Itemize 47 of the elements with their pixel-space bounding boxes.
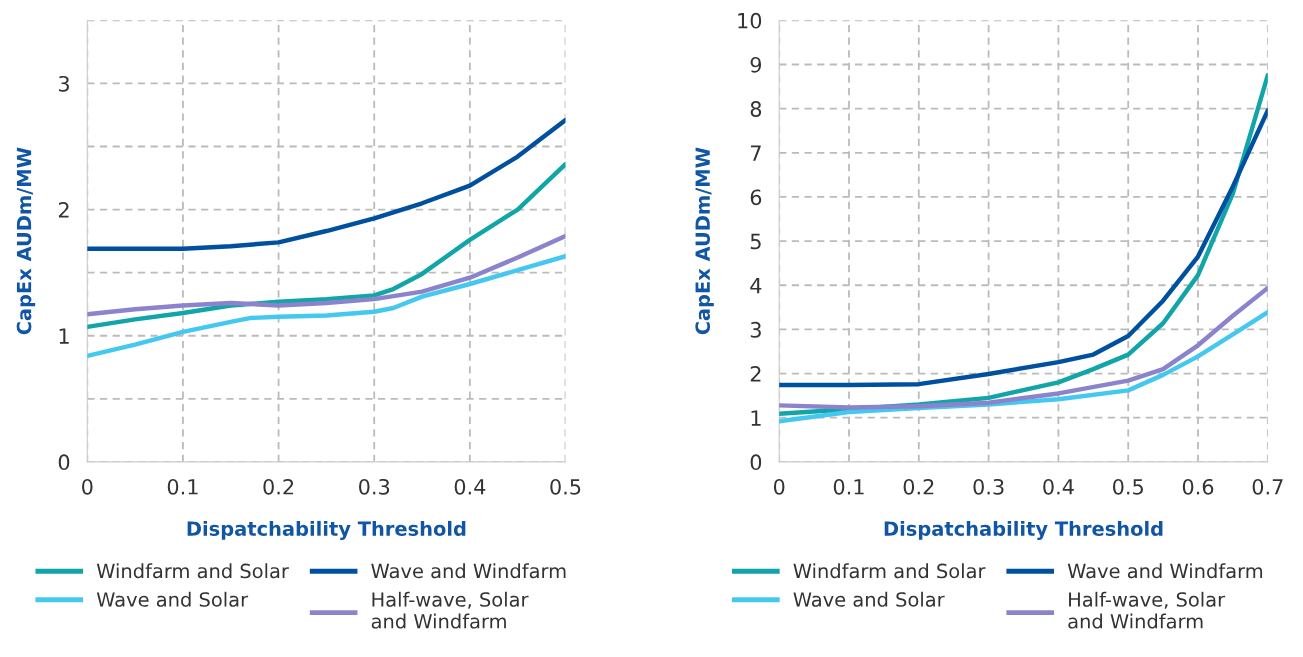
- x-tick-label: 0.7: [1252, 478, 1283, 495]
- y-axis-title: CapEx AUDm/MW: [695, 147, 714, 335]
- legend-label: Wave and Windfarm: [371, 563, 566, 579]
- x-tick-label: 0.3: [973, 478, 1004, 495]
- legend-label: Windfarm and Solar: [96, 563, 289, 579]
- x-tick-label: 0.1: [833, 478, 864, 495]
- y-tick-label: 1: [59, 328, 69, 344]
- y-tick-label: 1: [751, 410, 761, 426]
- x-tick-label: 0.4: [454, 478, 486, 495]
- x-axis-title: Dispatchability Threshold: [884, 520, 1163, 540]
- y-tick-label: 2: [58, 202, 69, 218]
- legend-label: Windfarm and Solar: [793, 563, 986, 579]
- x-tick-label: 0.2: [263, 478, 294, 495]
- x-tick-label: 0.2: [903, 478, 934, 495]
- y-tick-label: 0: [750, 454, 762, 471]
- line-series: [87, 117, 566, 251]
- legend-label: Wave and Solar: [96, 591, 249, 607]
- x-tick-label: 0.5: [1113, 478, 1143, 495]
- y-axis-title: CapEx AUDm/MW: [16, 147, 36, 335]
- y-tick-label: 6: [750, 189, 762, 206]
- line-series: [87, 233, 566, 317]
- y-tick-label: 4: [750, 278, 762, 294]
- y-tick-label: 2: [750, 366, 761, 382]
- y-tick-label: 5: [750, 233, 761, 250]
- legend-label: Wave and Windfarm: [1067, 563, 1263, 579]
- x-axis-title: Dispatchability Threshold: [187, 520, 466, 540]
- line-series: [779, 108, 1268, 388]
- line-series: [87, 254, 566, 359]
- x-tick-label: 0.5: [550, 478, 581, 495]
- line-series: [779, 285, 1268, 410]
- x-tick-label: 0: [82, 478, 93, 495]
- y-tick-label: 3: [58, 75, 69, 92]
- x-tick-label: 0.3: [359, 478, 390, 495]
- y-tick-label: 3: [750, 321, 761, 338]
- legend-label: Half-wave, Solar and Windfarm: [1068, 591, 1226, 629]
- y-tick-label: 8: [750, 101, 762, 117]
- line-series: [87, 161, 566, 330]
- x-tick-label: 0: [773, 478, 785, 495]
- x-tick-label: 0.1: [167, 478, 198, 495]
- x-tick-label: 0.6: [1182, 478, 1214, 495]
- y-tick-label: 7: [750, 145, 761, 161]
- legend-label: Half-wave, Solar and Windfarm: [371, 591, 529, 629]
- y-tick-label: 0: [58, 454, 70, 471]
- y-tick-label: 10: [738, 12, 762, 29]
- x-tick-label: 0.4: [1043, 478, 1074, 495]
- legend-label: Wave and Solar: [793, 591, 945, 607]
- y-tick-label: 9: [750, 56, 762, 73]
